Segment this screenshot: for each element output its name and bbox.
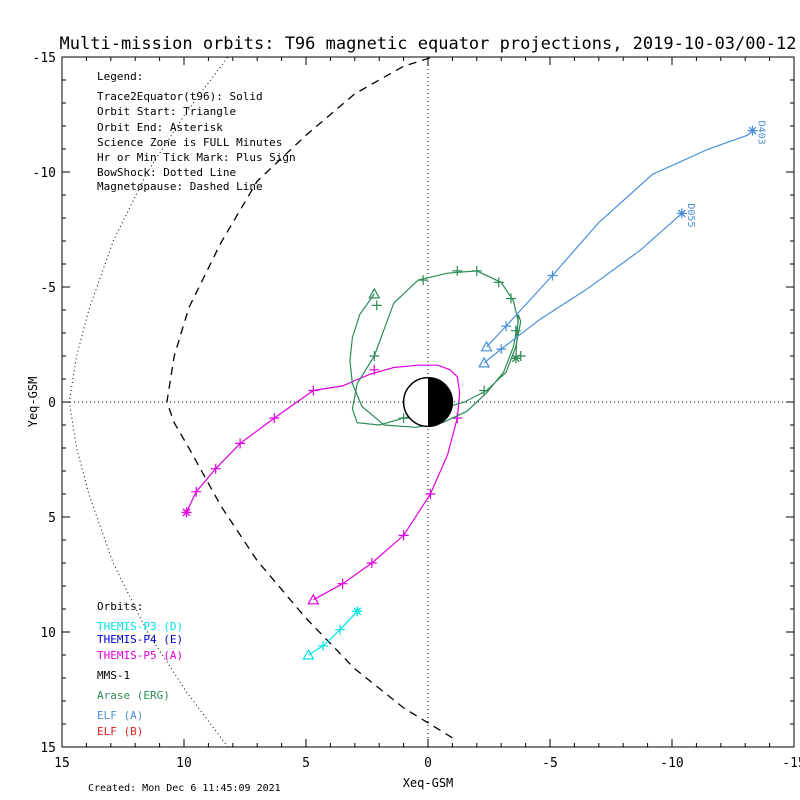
tick-mark-arase-erg	[493, 277, 504, 288]
tick-mark-themis-p3-d	[335, 624, 346, 635]
legend-line-5: Hr or Min Tick Mark: Plus Sign	[97, 151, 296, 164]
tick-mark-arase-erg	[369, 351, 380, 361]
y-tick-label: 5	[48, 511, 56, 526]
legend-line-4: Science Zone is FULL Minutes	[97, 136, 282, 149]
tick-mark-arase-erg	[510, 325, 521, 336]
legend-line-7: Magnetopause: Dashed Line	[97, 180, 263, 193]
legend-line-6: BowShock: Dotted Line	[97, 166, 236, 179]
y-tick-label: 15	[40, 741, 56, 756]
tick-mark-themis-p5-a	[452, 413, 463, 424]
orbit-item-arase: Arase (ERG)	[97, 689, 170, 702]
orbit-series: D055 D403	[181, 121, 767, 660]
orbit-end-elf-a	[676, 208, 687, 219]
orbits-heading: Orbits:	[97, 600, 143, 613]
y-tick-label: 0	[48, 396, 56, 411]
tick-mark-arase-erg	[479, 385, 490, 396]
orbit-start-themis-p3-d	[302, 648, 315, 660]
x-tick-label: 0	[424, 756, 432, 771]
orbit-end-elf-a	[747, 125, 758, 136]
tick-mark-arase-erg	[371, 300, 382, 311]
tick-mark-themis-p5-a	[398, 530, 409, 541]
axes: 15 10 5 0 -5 -10 -15 -15 -10 -5 0 5 10 15	[33, 51, 800, 771]
legend-line-2: Orbit Start: Triangle	[97, 105, 236, 118]
orbit-item-themis-p5: THEMIS-P5 (A)	[97, 649, 183, 662]
tick-mark-themis-p5-a	[366, 558, 377, 568]
orbit-end-themis-p5-a	[181, 507, 192, 518]
tick-mark-themis-p5-a	[425, 489, 436, 499]
tick-mark-themis-p5-a	[308, 385, 319, 396]
orbit-item-themis-p4: THEMIS-P4 (E)	[97, 633, 183, 646]
series-label: D055	[685, 203, 696, 227]
tick-mark-arase-erg	[398, 413, 409, 424]
boundaries	[68, 56, 453, 748]
magnetopause-line	[166, 56, 453, 739]
y-axis-label: Yeq-GSM	[26, 377, 40, 428]
orbit-item-elf-b: ELF (B)	[97, 725, 143, 738]
y-tick-label: -5	[40, 281, 56, 296]
orbit-end-arase-erg	[510, 353, 521, 364]
tick-mark-themis-p5-a	[337, 578, 348, 589]
series-line-themis-p5-a	[185, 364, 461, 601]
tick-mark-arase-erg	[505, 293, 516, 304]
tick-mark-themis-p5-a	[191, 486, 202, 497]
orbits-legend: Orbits: THEMIS-P3 (D) THEMIS-P4 (E) THEM…	[97, 600, 183, 738]
orbit-start-elf-a	[480, 340, 493, 352]
x-tick-label: -10	[660, 756, 683, 771]
tick-mark-arase-erg	[418, 275, 429, 286]
x-tick-label: 10	[176, 756, 192, 771]
y-tick-label: -10	[33, 166, 56, 181]
series-label: D403	[756, 121, 767, 145]
tick-mark-themis-p5-a	[269, 413, 280, 424]
x-tick-label: -5	[542, 756, 558, 771]
series-line-themis-p3-d	[308, 610, 358, 656]
orbit-item-mms-1: MMS-1	[97, 669, 130, 682]
legend-line-1: Trace2Equator(t96): Solid	[97, 90, 263, 103]
series-line-arase-erg	[349, 270, 522, 428]
chart-title: Multi-mission orbits: T96 magnetic equat…	[60, 34, 797, 54]
tick-mark-themis-p3-d	[318, 640, 329, 651]
orbit-start-arase-erg	[368, 287, 381, 299]
legend-box: Legend: Trace2Equator(t96): Solid Orbit …	[97, 70, 296, 193]
tick-mark-elf-a	[547, 270, 558, 281]
tick-mark-arase-erg	[452, 265, 463, 276]
created-timestamp: Created: Mon Dec 6 11:45:09 2021	[88, 783, 281, 794]
bowshock-line	[68, 56, 229, 748]
legend-line-3: Orbit End: Asterisk	[97, 121, 223, 134]
y-tick-label: 10	[40, 626, 56, 641]
orbit-item-themis-p3: THEMIS-P3 (D)	[97, 620, 183, 633]
x-tick-label: 5	[302, 756, 310, 771]
tick-mark-elf-a	[501, 321, 512, 332]
orbit-start-elf-a	[478, 356, 491, 368]
x-tick-label: 15	[54, 756, 70, 771]
series-line-elf-a	[486, 130, 753, 348]
x-tick-label: -15	[782, 756, 800, 771]
tick-mark-elf-a	[496, 344, 507, 355]
orbit-start-themis-p5-a	[307, 593, 320, 605]
orbit-end-themis-p3-d	[352, 606, 363, 617]
x-axis-label: Xeq-GSM	[403, 776, 454, 790]
earth-nightside	[428, 377, 453, 427]
earth	[402, 376, 454, 428]
tick-mark-themis-p5-a	[210, 463, 221, 474]
series-line-elf-a	[483, 212, 683, 364]
legend-heading: Legend:	[97, 70, 143, 83]
orbit-item-elf-a: ELF (A)	[97, 709, 143, 722]
y-tick-label: -15	[33, 51, 56, 66]
tick-mark-themis-p5-a	[369, 364, 380, 375]
tick-mark-themis-p5-a	[235, 438, 246, 449]
tick-mark-arase-erg	[471, 265, 482, 276]
